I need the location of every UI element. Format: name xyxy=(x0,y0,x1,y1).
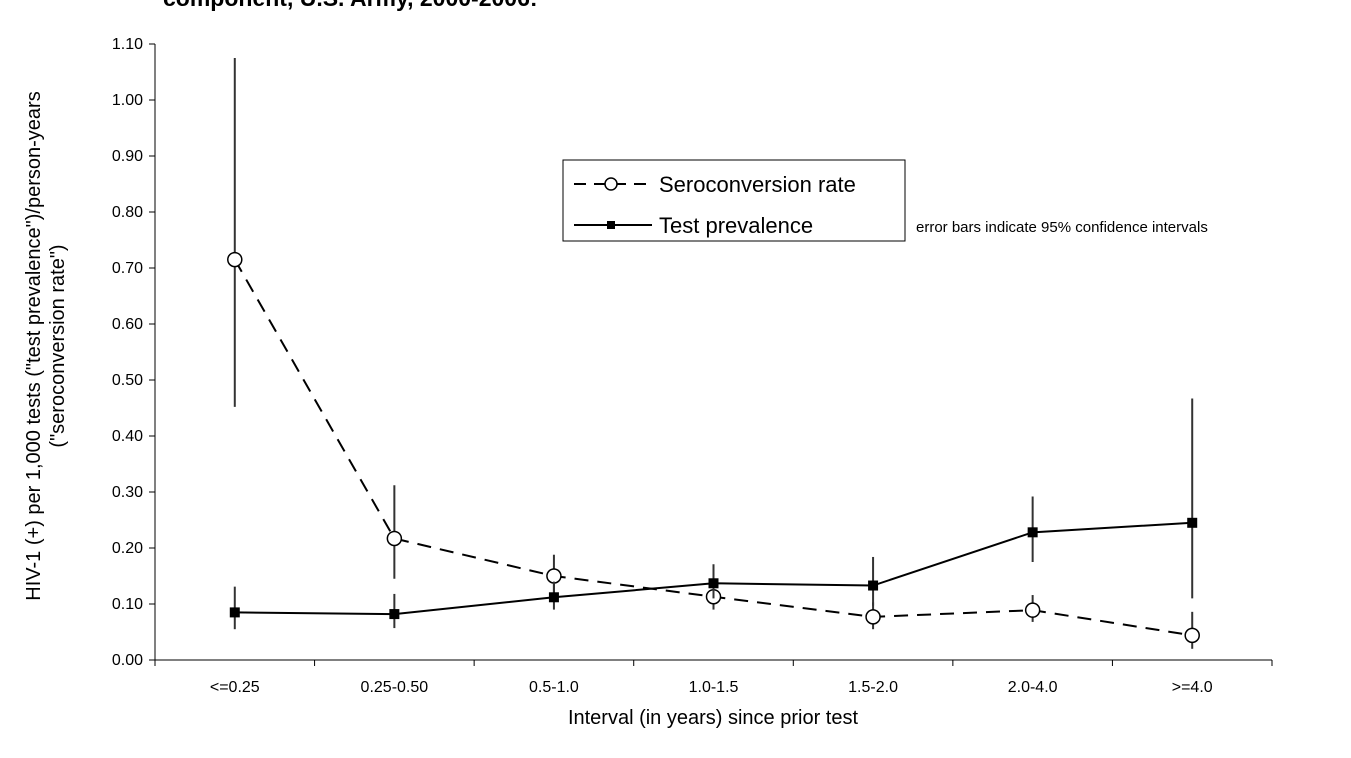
legend-prevalence-label: Test prevalence xyxy=(659,213,813,238)
series-seroconversion-rate xyxy=(227,58,1200,649)
legend: Seroconversion rate Test prevalence xyxy=(562,159,906,242)
series-test-prevalence xyxy=(229,398,1198,630)
legend-seroconversion-label: Seroconversion rate xyxy=(659,172,856,197)
data-point-square xyxy=(868,580,879,591)
plot-area: 0.00 0.10 0.20 0.30 0.40 0.50 0.60 0.70 0.80 0.90… xyxy=(112,36,1273,696)
y-axis-title-line1: HIV-1 (+) per 1,000 tests ("test prevale… xyxy=(23,91,45,600)
x-axis-title: Interval (in years) since prior test xyxy=(568,707,859,729)
legend-seroconversion-marker xyxy=(604,177,618,191)
y-tick-label: 0.00 xyxy=(112,652,143,669)
data-point-square xyxy=(389,609,400,620)
x-tick-label: 1.5-2.0 xyxy=(848,679,898,696)
chart-title: component, U.S. Army, 2000-2006: xyxy=(163,0,538,11)
data-point-square xyxy=(708,578,719,589)
x-tick-label: 0.25-0.50 xyxy=(361,679,429,696)
y-tick-label: 0.30 xyxy=(112,484,143,501)
data-point-circle xyxy=(227,251,243,268)
x-tick-label: >=4.0 xyxy=(1172,679,1213,696)
y-axis-title-line2: ("seroconversion rate") xyxy=(47,244,69,447)
y-tick-label: 0.20 xyxy=(112,540,143,557)
y-tick-label: 0.10 xyxy=(112,596,143,613)
data-point-square xyxy=(229,607,240,618)
y-tick-label: 0.60 xyxy=(112,316,143,333)
y-tick-label: 0.80 xyxy=(112,204,143,221)
legend-box xyxy=(562,159,906,242)
legend-prevalence-marker xyxy=(607,221,615,229)
x-tick-label: <=0.25 xyxy=(210,679,260,696)
x-tick-label: 1.0-1.5 xyxy=(689,679,739,696)
data-point-circle xyxy=(546,568,562,584)
data-point-circle xyxy=(865,609,881,625)
y-tick-label: 1.10 xyxy=(112,36,143,53)
y-tick-label: 0.50 xyxy=(112,372,143,389)
data-point-square xyxy=(1027,527,1038,538)
y-tick-label: 0.70 xyxy=(112,260,143,277)
data-point-circle xyxy=(1024,602,1041,618)
data-point-circle xyxy=(1184,627,1200,644)
y-tick-label: 0.90 xyxy=(112,148,143,165)
x-tick-label: 0.5-1.0 xyxy=(529,679,579,696)
data-point-square xyxy=(548,592,559,603)
y-tick-label: 1.00 xyxy=(112,92,143,109)
data-point-circle xyxy=(386,530,403,547)
x-tick-label: 2.0-4.0 xyxy=(1008,679,1058,696)
error-bar-note: error bars indicate 95% confidence inter… xyxy=(916,219,1208,236)
y-tick-label: 0.40 xyxy=(112,428,143,445)
data-point-square xyxy=(1187,517,1198,528)
